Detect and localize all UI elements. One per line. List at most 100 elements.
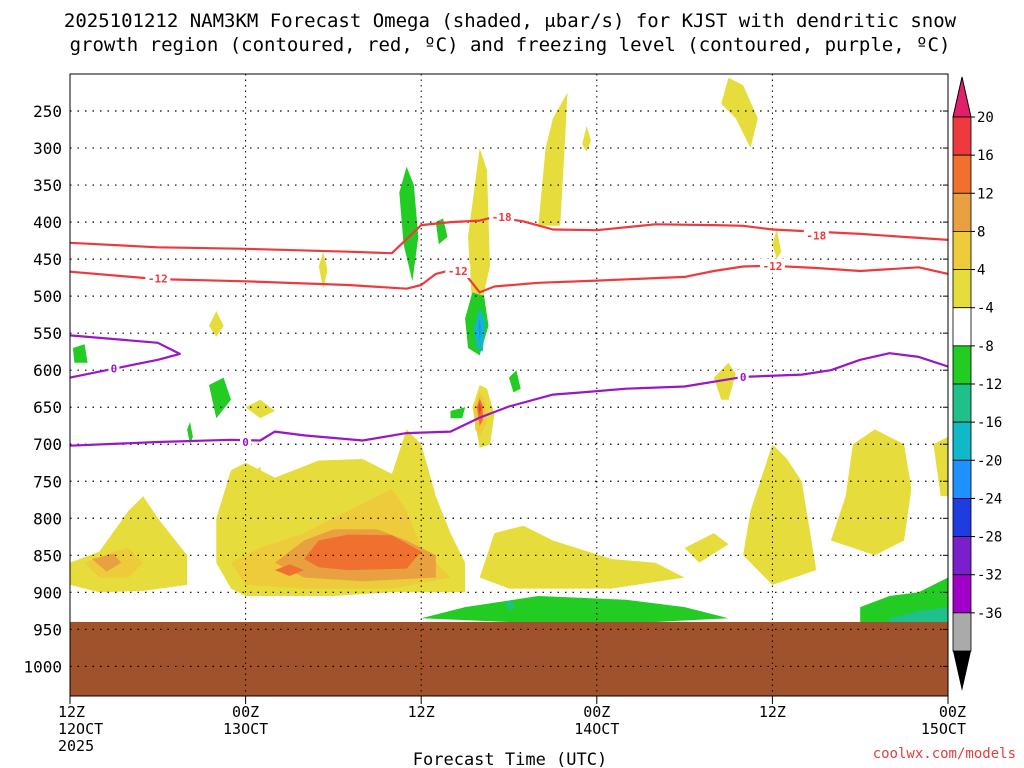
contour-line-0 xyxy=(70,334,181,379)
omega-area-pos-4 xyxy=(933,436,948,497)
colorbar-swatch xyxy=(952,574,972,614)
omega-area-pos-4 xyxy=(245,399,275,419)
y-tick-label-650: 650 xyxy=(33,398,62,417)
colorbar-swatch xyxy=(952,307,972,347)
omega-area-pos-4 xyxy=(830,429,912,556)
x-tick-label: 2025 xyxy=(58,737,94,755)
omega-area-pos-4 xyxy=(713,362,736,400)
plot-frame xyxy=(69,73,949,697)
colorbar-swatch xyxy=(952,116,972,156)
colorbar-label--8: -8 xyxy=(977,339,994,355)
x-tick-label: 12Z xyxy=(408,703,435,721)
omega-area-neg-16 xyxy=(478,318,482,341)
y-tick-label-900: 900 xyxy=(33,583,62,602)
omega-area-pos-12 xyxy=(92,553,122,572)
colorbar-label-12: 12 xyxy=(977,186,994,202)
omega-area-pos-4 xyxy=(70,496,188,593)
colorbar-swatch xyxy=(952,536,972,576)
contour-label-0: 0 xyxy=(242,436,249,449)
contour-label-bg xyxy=(145,271,171,286)
x-tick-label: 15OCT xyxy=(921,720,966,738)
colorbar-swatch xyxy=(952,612,972,652)
contour-line--12 xyxy=(70,264,948,294)
colorbar-swatch xyxy=(952,345,972,385)
omega-area-pos-4 xyxy=(479,525,685,589)
colorbar: 20 16 12 8 4 -4 -8 -12 -16 -20 -24 -28 -32 -36 xyxy=(952,76,1002,691)
contour-label-bg xyxy=(489,209,515,224)
omega-area-pos-4 xyxy=(582,125,591,152)
x-tick-label: 00Z xyxy=(232,703,259,721)
pressure-gridlines xyxy=(70,74,948,696)
x-tick-label: 00Z xyxy=(939,703,966,721)
y-tick-label-600: 600 xyxy=(33,361,62,380)
colorbar-swatch xyxy=(952,192,972,232)
x-axis-label: Forecast Time (UTC) xyxy=(413,750,607,768)
omega-area-pos-16 xyxy=(304,534,422,571)
contour-label--12: -12 xyxy=(448,265,468,278)
below-ground-surface xyxy=(70,621,948,696)
colorbar-swatch xyxy=(952,231,972,270)
colorbar-swatch xyxy=(952,269,972,309)
contour-line-0 xyxy=(70,352,948,447)
omega-area-neg-4 xyxy=(509,370,521,393)
colorbar-label--4: -4 xyxy=(977,301,994,317)
omega-area-neg-4 xyxy=(450,407,466,419)
colorbar-label--20: -20 xyxy=(977,453,1002,469)
colorbar-label--24: -24 xyxy=(977,491,1002,507)
contour-label-0: 0 xyxy=(111,363,118,376)
y-tick-label-300: 300 xyxy=(33,139,62,158)
y-tick-label-850: 850 xyxy=(33,546,62,565)
colorbar-over-arrow xyxy=(952,76,972,118)
x-tick-label: 00Z xyxy=(583,703,610,721)
contour-label-0: 0 xyxy=(740,371,747,384)
contour-label--18: -18 xyxy=(806,229,826,242)
colorbar-under-arrow xyxy=(953,651,971,691)
omega-area-neg-4 xyxy=(72,344,88,363)
omega-area-pos-4 xyxy=(772,229,782,260)
omega-area-pos-4 xyxy=(743,444,817,585)
y-tick-label-400: 400 xyxy=(33,213,62,232)
omega-area-neg-4 xyxy=(187,422,193,445)
chart-title-line2: growth region (contoured, red, ºC) and f… xyxy=(70,34,951,56)
y-tick-label-950: 950 xyxy=(33,620,62,639)
contour-label-bg xyxy=(445,263,471,278)
y-tick-label-800: 800 xyxy=(33,509,62,528)
colorbar-swatch xyxy=(952,383,972,423)
omega-area-pos-4 xyxy=(468,148,490,311)
contour-label--12: -12 xyxy=(762,260,782,273)
omega-area-neg-4 xyxy=(421,596,729,622)
omega-area-pos-16 xyxy=(274,564,305,576)
omega-area-pos-20 xyxy=(478,402,482,415)
contour-lines: -18 -18 -12 -12 -12 0 0 0 xyxy=(70,209,948,450)
y-tick-label-550: 550 xyxy=(33,324,62,343)
contour-label-bg xyxy=(759,258,785,273)
omega-shading xyxy=(70,77,948,622)
omega-area-neg-4 xyxy=(435,218,448,245)
omega-area-pos-4 xyxy=(252,466,268,519)
contour-label-bg xyxy=(803,228,829,243)
y-axis: 250 300 350 400 450 500 550 600 650 700 750 800 850 9… xyxy=(23,102,948,676)
colorbar-swatch xyxy=(952,498,972,537)
credit-link[interactable]: coolwx.com/models xyxy=(873,746,1016,762)
omega-area-pos-4 xyxy=(721,77,758,148)
colorbar-label-8: 8 xyxy=(977,224,985,240)
colorbar-swatch xyxy=(952,421,972,461)
contour-label--18: -18 xyxy=(492,211,512,224)
contour-label-bg xyxy=(240,435,252,450)
y-tick-label-750: 750 xyxy=(33,472,62,491)
contour-label--12: -12 xyxy=(148,272,168,285)
x-tick-label: 13OCT xyxy=(223,720,268,738)
y-tick-label-700: 700 xyxy=(33,435,62,454)
colorbar-label-4: 4 xyxy=(977,263,985,279)
omega-area-pos-4 xyxy=(684,533,729,563)
omega-area-neg-8 xyxy=(889,607,948,622)
colorbar-label--12: -12 xyxy=(977,377,1002,393)
y-tick-label-350: 350 xyxy=(33,176,62,195)
colorbar-label--28: -28 xyxy=(977,530,1002,546)
contour-label-bg xyxy=(108,361,120,376)
x-tick-label: 12Z xyxy=(58,703,85,721)
omega-area-pos-4 xyxy=(318,251,328,289)
omega-area-neg-4 xyxy=(209,377,231,419)
